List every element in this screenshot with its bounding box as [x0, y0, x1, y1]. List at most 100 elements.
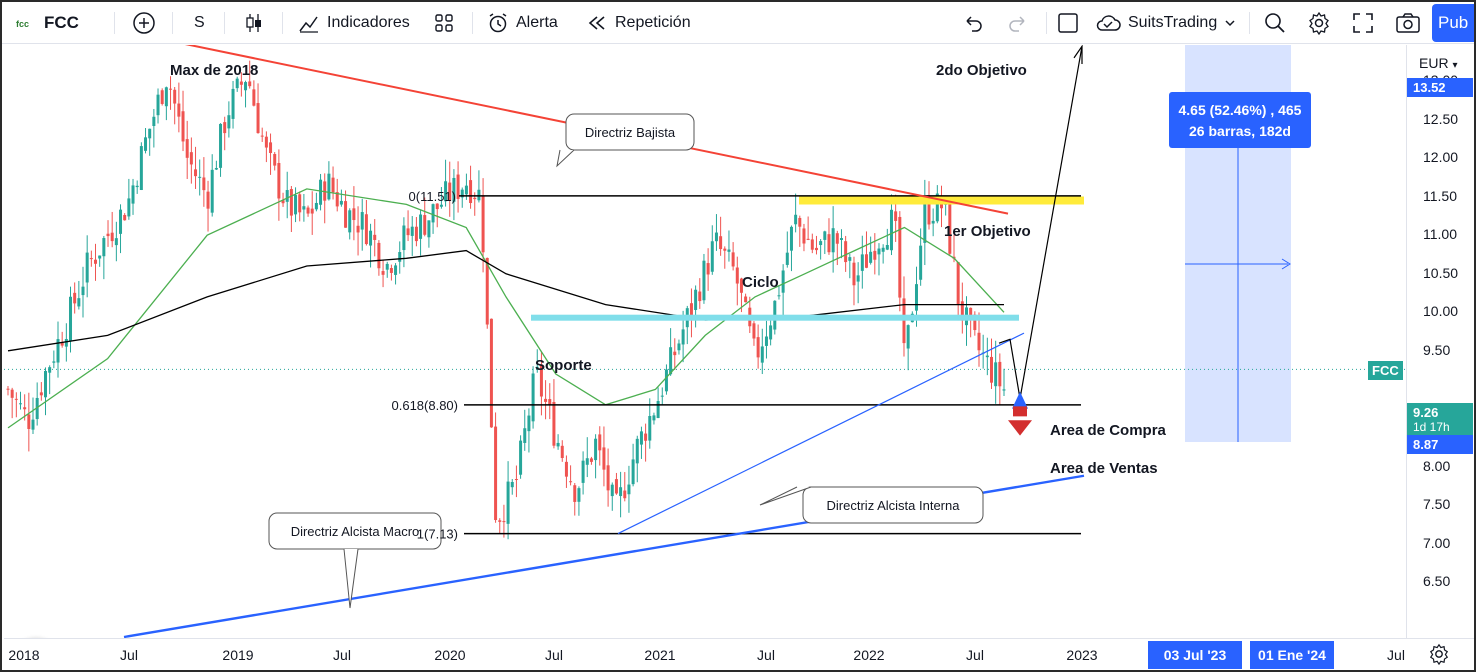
symbol-tag: FCC — [1368, 361, 1403, 380]
plus-circle-icon — [132, 11, 156, 35]
price-chart[interactable]: Directriz Bajista Directriz Alcista Inter… — [4, 37, 1406, 639]
candle-body — [435, 203, 439, 210]
price-scale[interactable]: EUR ▾ 13.0012.5012.0011.5011.0010.5010.0… — [1406, 45, 1474, 638]
arrow-head — [1281, 258, 1291, 270]
measure-line-2: 26 barras, 182d — [1189, 123, 1291, 139]
candle-body — [485, 257, 489, 325]
gear-icon — [1428, 643, 1450, 669]
candle-body — [235, 78, 239, 89]
candle-body — [223, 122, 227, 134]
max-2018-label: Max de 2018 — [170, 62, 258, 79]
indicators-button[interactable]: Indicadores — [297, 2, 410, 44]
currency-selector[interactable]: EUR ▾ — [1419, 55, 1457, 71]
candle-body — [598, 434, 602, 451]
candle-body — [681, 329, 685, 345]
candle-body — [289, 189, 293, 216]
time-tick: 2019 — [222, 647, 254, 663]
range-start-date-tag: 03 Jul '23 — [1148, 641, 1242, 669]
candle-body — [723, 248, 727, 251]
price-tick: 6.50 — [1423, 573, 1451, 590]
chart-settings-button[interactable] — [1428, 643, 1450, 670]
compare-symbol-button[interactable] — [132, 2, 156, 44]
measure-line-1: 4.65 (52.46%) , 465 — [1178, 102, 1302, 118]
moving-averages — [7, 188, 1005, 429]
candle-body — [14, 398, 18, 400]
alert-button[interactable]: Alerta — [486, 2, 558, 44]
alarm-clock-icon — [486, 11, 510, 35]
candle-body — [64, 338, 68, 347]
candle-body — [735, 267, 739, 284]
account-label: SuitsTrading — [1128, 14, 1218, 31]
candle-body — [727, 249, 731, 252]
fib-1-label: 1(7.13) — [417, 527, 458, 542]
time-tick: Jul — [120, 647, 138, 663]
candle-body — [27, 414, 31, 429]
candle-body — [998, 361, 1002, 387]
redo-button[interactable] — [1007, 2, 1029, 44]
layouts-button[interactable] — [432, 2, 456, 44]
candle-body — [210, 169, 214, 213]
undo-button[interactable] — [962, 2, 984, 44]
candle-body — [985, 355, 989, 358]
candle-body — [198, 176, 202, 178]
interval-button[interactable]: S — [194, 2, 205, 44]
candle-body — [260, 135, 264, 137]
range-end-date-tag: 01 Ene '24 — [1250, 641, 1334, 669]
candle-body — [119, 209, 123, 234]
candle-body — [339, 200, 343, 205]
fcc-logo-icon: fcc — [16, 16, 38, 30]
candle-body — [444, 181, 448, 202]
candle-body — [364, 214, 368, 245]
candle-body — [302, 206, 306, 210]
account-menu[interactable]: SuitsTrading — [1094, 2, 1237, 44]
candle-body — [589, 458, 593, 462]
candle-body — [448, 182, 452, 201]
candle-body — [19, 403, 23, 405]
first-target-label: 1er Objetivo — [944, 223, 1031, 240]
callout-box — [565, 113, 695, 151]
price-tick: 10.00 — [1423, 303, 1459, 320]
directriz-alcista-macro-callout: Directriz Alcista Macro — [268, 512, 442, 609]
chart-type-button[interactable] — [242, 2, 266, 44]
fullscreen-layout-button[interactable] — [1057, 2, 1079, 44]
candle-body — [785, 252, 789, 265]
toolbar-divider — [114, 12, 115, 34]
time-tick: Jul — [545, 647, 563, 663]
candle-body — [660, 395, 664, 397]
publish-button[interactable]: Pub — [1432, 4, 1474, 42]
candle-body — [477, 189, 481, 201]
settings-button[interactable] — [1307, 2, 1331, 44]
candle-body — [60, 342, 64, 346]
candle-body — [619, 487, 623, 497]
candle-body — [844, 241, 848, 263]
snapshot-button[interactable] — [1395, 2, 1421, 44]
time-scale[interactable]: 2018 Jul 2019 Jul 2020 Jul 2021 Jul 2022 Jul 2023 J… — [4, 638, 1474, 670]
candle-body — [335, 192, 339, 207]
candle-body — [206, 191, 210, 209]
candle-body — [414, 226, 418, 242]
candle-body — [373, 234, 377, 240]
time-tick: Jul — [333, 647, 351, 663]
candle-body — [489, 318, 493, 428]
directriz-alcista-interna-callout: Directriz Alcista Interna — [759, 486, 984, 524]
candle-body — [102, 238, 106, 257]
candle-body — [356, 225, 360, 233]
candle-body — [652, 415, 656, 421]
chart-pane[interactable]: Directriz Bajista Directriz Alcista Inter… — [4, 37, 1406, 670]
candle-body — [673, 351, 677, 356]
candle-body — [252, 89, 256, 106]
candle-body — [569, 481, 573, 483]
candle-body — [164, 87, 168, 107]
cloud-icon — [1094, 12, 1122, 34]
candle-body — [6, 388, 10, 390]
candle-body — [494, 426, 498, 521]
fullscreen-button[interactable] — [1352, 2, 1374, 44]
symbol-search[interactable]: fcc FCC — [16, 2, 79, 44]
replay-button[interactable]: Repetición — [585, 2, 691, 44]
candle-body — [69, 296, 73, 342]
sell-arrow-down — [1008, 420, 1032, 436]
time-tick: Jul — [1387, 647, 1405, 663]
search-button[interactable] — [1263, 2, 1287, 44]
candle-series — [6, 60, 1006, 540]
callout-label: Directriz Alcista Interna — [827, 498, 961, 513]
